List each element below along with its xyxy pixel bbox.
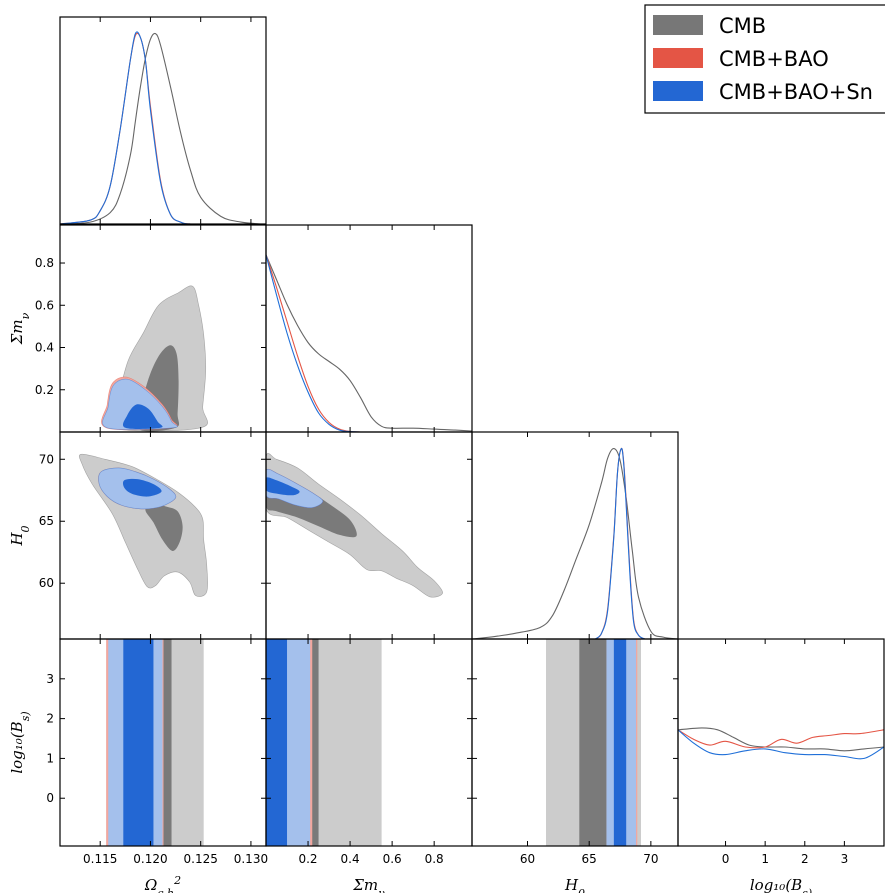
x-tick-label: 0.6 — [383, 852, 402, 866]
panel-mnu_vs_omch2 — [101, 285, 208, 432]
y-tick-label: 0 — [46, 791, 54, 805]
y-tick-label: 0.4 — [35, 341, 54, 355]
x-tick-label: 3 — [841, 852, 849, 866]
y-tick-label: 70 — [39, 452, 54, 466]
label-layer: 0.115 0.120 0.125 0.130 0.2 0.4 0.6 0.8 60 65 70 0 1… — [8, 256, 848, 893]
x-tick-label: 0.115 — [83, 852, 117, 866]
x-axis-label-omch2: Ωc h2 — [144, 874, 181, 893]
x-tick-label: 1 — [761, 852, 769, 866]
y-tick-label: 0.2 — [35, 383, 54, 397]
panel-H0_vs_omch2 — [78, 453, 208, 597]
panel-logBs_vs_omch2 — [106, 639, 204, 846]
curve-layer — [60, 31, 884, 760]
marginal-logBs-cmb-bao — [678, 729, 884, 749]
x-tick-label: 0.120 — [133, 852, 167, 866]
marginal-H0-cmb — [472, 448, 678, 639]
panel-frame — [265, 224, 473, 433]
y-tick-label: 1 — [46, 751, 54, 765]
legend-swatch-cmb-bao — [653, 48, 703, 68]
marginal-mnu-cmb — [266, 254, 472, 432]
y-tick-label: 2 — [46, 712, 54, 726]
legend-label-cmb-bao-sn: CMB+BAO+Sn — [719, 80, 873, 104]
panel-logBs_vs_H0 — [546, 639, 641, 846]
marginal-logBs-cmb-bao-sn — [678, 729, 884, 760]
y-tick-label: 3 — [46, 672, 54, 686]
contour-layer — [78, 285, 641, 846]
legend: CMB CMB+BAO CMB+BAO+Sn — [644, 4, 885, 114]
marginal-omch2-cmb — [60, 32, 262, 224]
contour-cmb-95 — [266, 453, 443, 598]
y-tick-label: 60 — [39, 576, 54, 590]
x-tick-label: 65 — [582, 852, 597, 866]
panel-frame — [677, 638, 885, 847]
y-tick-label: 65 — [39, 514, 54, 528]
marginal-H0-cmb-bao-sn — [595, 447, 645, 639]
x-axis-label-H0: H0 — [564, 876, 585, 893]
marginal-H0 — [472, 447, 678, 639]
legend-swatch-cmb — [653, 15, 703, 35]
legend-label-cmb: CMB — [719, 14, 766, 38]
y-tick-label: 0.8 — [35, 256, 54, 270]
marginal-logBs-cmb — [678, 727, 884, 752]
contour-cmb-bao-sn-68 — [122, 478, 162, 497]
band-cmb-bao-sn-inner — [123, 639, 154, 846]
panel-logBs_vs_mnu — [266, 639, 382, 846]
x-tick-label: 0.8 — [425, 852, 444, 866]
x-tick-label: 0 — [722, 852, 730, 866]
contour-cmb-bao-sn-68 — [266, 477, 300, 496]
marginal-logBs — [678, 727, 884, 760]
marginal-omch2-cmb-bao — [60, 32, 211, 224]
contour-cmb-bao-sn-95 — [102, 378, 178, 430]
x-axis-label-mnu: Σmν — [352, 876, 385, 893]
x-tick-label: 0.125 — [184, 852, 218, 866]
x-axis-label-logBs: log₁₀(Bs) — [750, 876, 812, 893]
y-axis-label-mnu: Σmν — [8, 312, 32, 345]
marginal-mnu-cmb-bao-sn — [266, 254, 361, 432]
marginal-mnu-cmb-bao — [266, 254, 361, 432]
x-tick-label: 60 — [520, 852, 535, 866]
contour-cmb-bao-sn-68 — [122, 404, 163, 429]
panel-frame — [471, 431, 679, 640]
x-tick-label: 70 — [643, 852, 658, 866]
panel-H0_vs_mnu — [266, 453, 443, 598]
x-tick-label: 0.130 — [234, 852, 268, 866]
x-tick-label: 0.2 — [298, 852, 317, 866]
marginal-mnu — [266, 254, 472, 432]
contour-cmb-68 — [145, 502, 183, 552]
marginal-omch2-cmb-bao-sn — [60, 31, 211, 224]
panel-frame — [59, 16, 267, 225]
y-axis-label-H0: H0 — [8, 525, 32, 546]
x-tick-label: 0.4 — [341, 852, 360, 866]
legend-label-cmb-bao: CMB+BAO — [719, 47, 829, 71]
x-tick-label: 2 — [801, 852, 809, 866]
legend-swatch-cmb-bao-sn — [653, 81, 703, 101]
band-cmb-bao-sn-inner — [613, 639, 627, 846]
frame-layer — [59, 16, 885, 847]
y-axis-label-logBs: log₁₀(Bs) — [8, 711, 32, 773]
y-tick-label: 0.6 — [35, 298, 54, 312]
marginal-omch2 — [60, 31, 262, 224]
band-cmb-bao-sn-inner — [266, 639, 288, 846]
